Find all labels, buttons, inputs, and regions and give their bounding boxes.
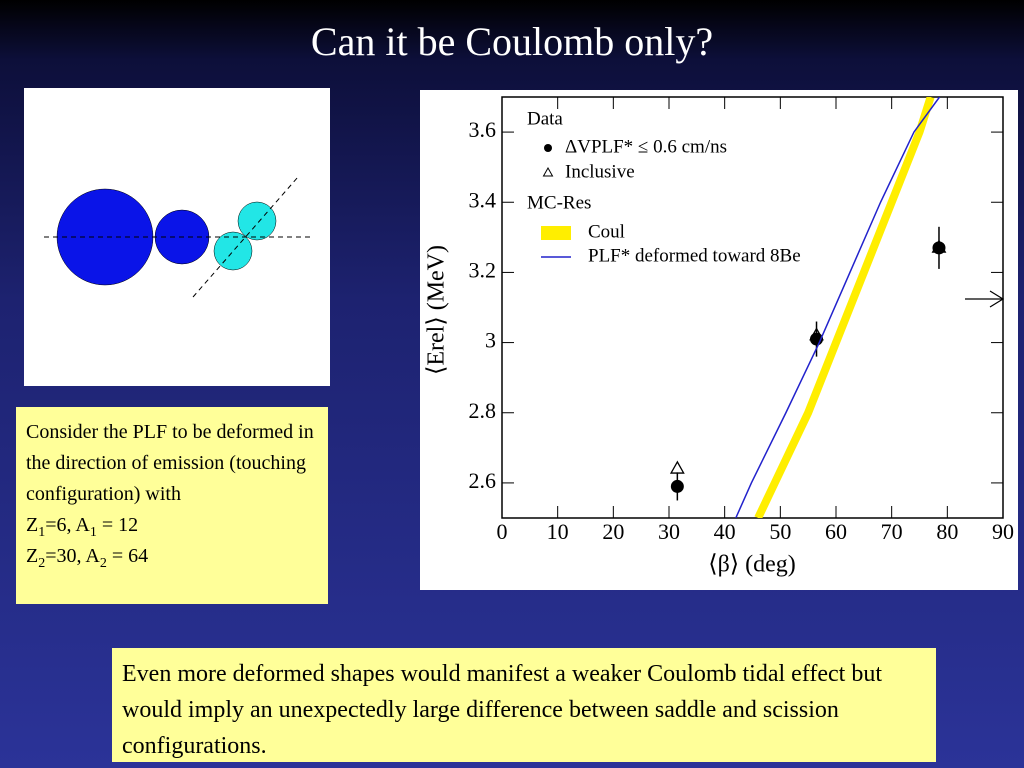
slide-title: Can it be Coulomb only? (310, 19, 714, 64)
plot-frame (501, 96, 1004, 519)
subscript: 2 (99, 556, 107, 571)
legend-header: MC-Res (527, 192, 591, 213)
subscript: 2 (38, 556, 46, 571)
y-tick-label: 3.6 (469, 117, 497, 142)
note-box: Consider the PLF to be deformed in the d… (16, 407, 328, 604)
x-tick-label: 10 (547, 519, 569, 544)
legend-label: ΔVPLF* ≤ 0.6 cm/ns (565, 136, 727, 157)
note-segment: = 64 (106, 545, 149, 567)
x-tick-label: 70 (881, 519, 903, 544)
note-text: Consider the PLF to be deformed in the d… (26, 421, 314, 505)
fragment (237, 201, 277, 241)
x-tick-label: 60 (825, 519, 847, 544)
bottom-box: Even more deformed shapes would manifest… (112, 648, 936, 762)
chart: ⟨Erel⟩ (MeV) ⟨β⟩ (deg) 2.6 2.8 3 3.2 3.4 3.6 0… (420, 90, 1018, 590)
band (754, 97, 935, 518)
x-tick-label: 0 (497, 519, 508, 544)
legend-header: Data (527, 108, 563, 129)
point (669, 460, 685, 474)
y-tick-label: 3.4 (469, 187, 497, 212)
note-segment: =6, A (45, 514, 90, 536)
y-tick-label: 2.6 (469, 468, 497, 493)
note-line: Z1=6, A1 = 12 (26, 510, 318, 541)
y-tick-label: 3.2 (469, 257, 497, 282)
legend-label: Inclusive (565, 161, 635, 182)
legend-swatch (541, 226, 571, 240)
note-segment: Z (26, 514, 39, 536)
subscript: 1 (89, 525, 97, 540)
point (670, 479, 684, 493)
x-tick-label: 40 (714, 519, 736, 544)
point (931, 239, 947, 253)
legend-swatch (542, 166, 554, 177)
shape-diagram (24, 88, 330, 386)
legend-label: PLF* deformed toward 8Be (588, 245, 801, 266)
x-tick-label: 50 (769, 519, 791, 544)
note-lines: Z1=6, A1 = 12 Z2=30, A2 = 64 (26, 510, 318, 572)
note-segment: Z (26, 545, 39, 567)
note-segment: = 12 (96, 514, 139, 536)
fragment (213, 231, 253, 271)
x-tick-label: 80 (936, 519, 958, 544)
legend-swatch (544, 144, 552, 152)
point (809, 327, 824, 341)
legend-label: Coul (588, 221, 625, 242)
line (735, 97, 941, 518)
y-tick-label: 3 (485, 328, 496, 353)
plot-area (669, 97, 947, 518)
x-axis-label: ⟨β⟩ (deg) (708, 552, 796, 578)
note-segment: =30, A (45, 545, 100, 567)
x-tick-label: 20 (602, 519, 624, 544)
y-axis-label: ⟨Erel⟩ (MeV) (424, 245, 450, 375)
x-tick-label: 30 (658, 519, 680, 544)
subscript: 1 (38, 525, 46, 540)
note-line: Z2=30, A2 = 64 (26, 541, 318, 572)
point (932, 241, 946, 255)
x-tick-label: 90 (992, 519, 1014, 544)
y-tick-label: 2.8 (469, 398, 497, 423)
